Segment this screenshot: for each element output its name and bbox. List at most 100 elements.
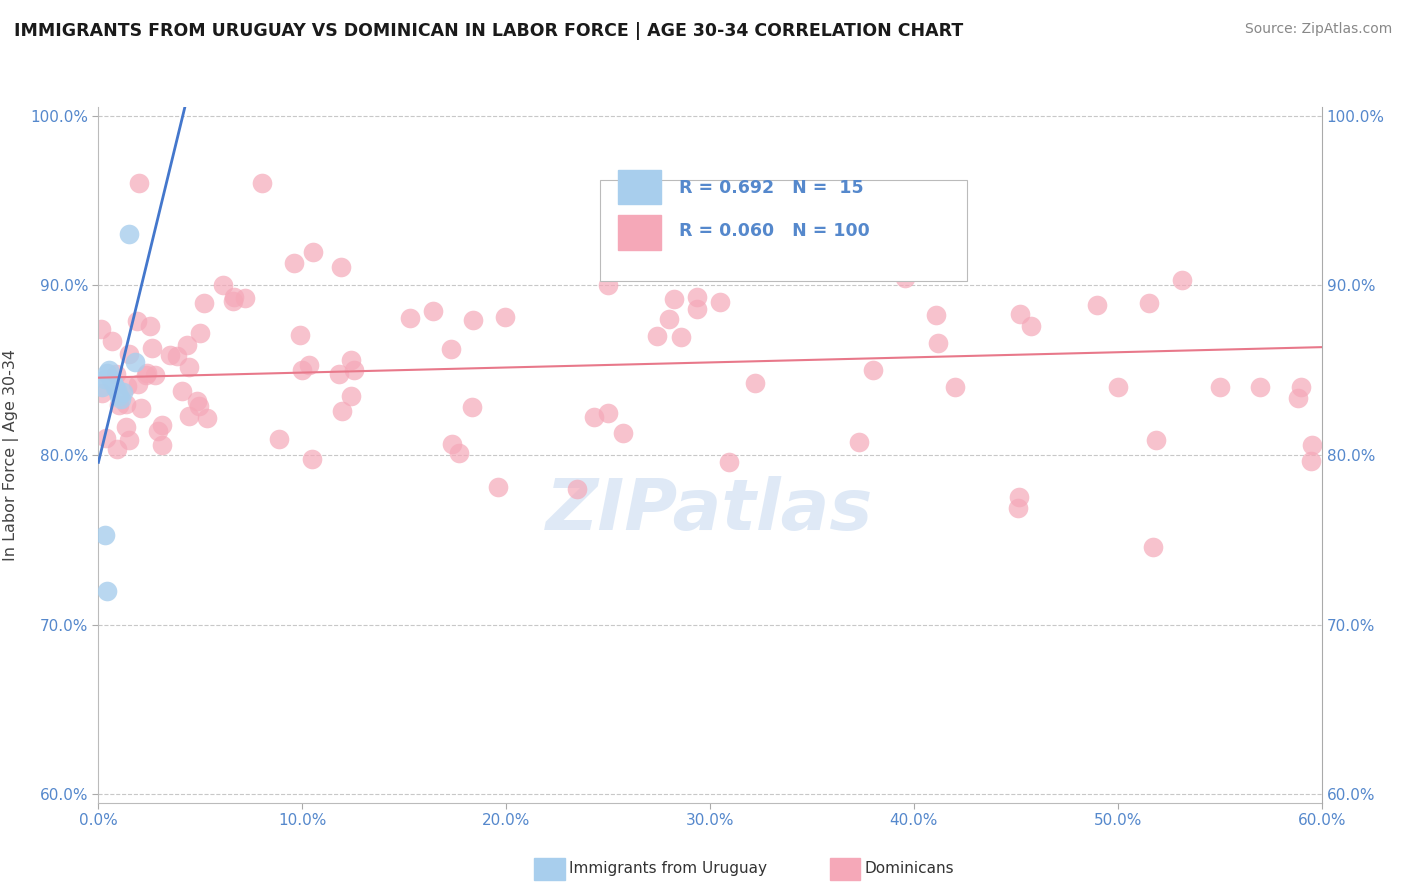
Point bbox=[97, 363, 120, 377]
Point bbox=[598, 278, 620, 293]
Point bbox=[138, 318, 160, 333]
Point bbox=[340, 352, 363, 367]
Point bbox=[718, 455, 741, 469]
Text: ZIPatlas: ZIPatlas bbox=[547, 476, 873, 545]
Point bbox=[100, 371, 122, 385]
Text: Dominicans: Dominicans bbox=[865, 862, 955, 876]
Point bbox=[461, 400, 484, 414]
Point bbox=[188, 326, 211, 341]
Point bbox=[848, 434, 870, 449]
Point bbox=[159, 347, 181, 361]
Point bbox=[94, 431, 117, 445]
Point bbox=[143, 368, 166, 383]
Point bbox=[1299, 453, 1322, 467]
Point bbox=[1291, 380, 1313, 394]
Point bbox=[135, 366, 157, 380]
Point bbox=[186, 393, 208, 408]
Point bbox=[1144, 433, 1167, 447]
Point bbox=[118, 227, 141, 242]
Text: Immigrants from Uruguay: Immigrants from Uruguay bbox=[569, 862, 768, 876]
Point bbox=[107, 398, 129, 412]
Point bbox=[90, 322, 112, 336]
Point bbox=[709, 295, 731, 310]
Text: IMMIGRANTS FROM URUGUAY VS DOMINICAN IN LABOR FORCE | AGE 30-34 CORRELATION CHAR: IMMIGRANTS FROM URUGUAY VS DOMINICAN IN … bbox=[14, 22, 963, 40]
Point bbox=[233, 291, 256, 305]
Point bbox=[150, 438, 173, 452]
Point bbox=[1010, 307, 1032, 321]
Point bbox=[862, 363, 884, 377]
Point bbox=[283, 256, 305, 270]
Point bbox=[108, 388, 131, 402]
Point bbox=[131, 401, 153, 415]
Point bbox=[101, 375, 124, 389]
Point bbox=[1019, 319, 1042, 334]
Point bbox=[298, 358, 321, 372]
Point bbox=[114, 397, 136, 411]
Point bbox=[1301, 438, 1323, 452]
Point bbox=[494, 310, 516, 324]
Point bbox=[104, 367, 127, 381]
Point bbox=[127, 377, 149, 392]
Point bbox=[150, 418, 173, 433]
Point bbox=[105, 442, 128, 456]
Point bbox=[671, 329, 693, 343]
Point bbox=[461, 313, 484, 327]
Point bbox=[177, 409, 200, 424]
Bar bbox=[619, 169, 661, 204]
Point bbox=[96, 367, 118, 381]
Point bbox=[894, 271, 917, 285]
Point bbox=[1286, 391, 1309, 405]
Text: R = 0.692   N =  15: R = 0.692 N = 15 bbox=[679, 179, 865, 197]
Point bbox=[93, 371, 115, 385]
Text: R = 0.060   N = 100: R = 0.060 N = 100 bbox=[679, 222, 870, 240]
Point bbox=[188, 400, 211, 414]
Point bbox=[330, 404, 353, 418]
Point bbox=[290, 328, 312, 343]
Point bbox=[343, 363, 366, 377]
Point bbox=[565, 482, 588, 496]
Point bbox=[111, 385, 134, 400]
Point bbox=[104, 380, 127, 394]
Point bbox=[582, 410, 605, 425]
Point bbox=[267, 432, 290, 446]
Point bbox=[1007, 501, 1029, 516]
Point bbox=[927, 336, 949, 351]
Point bbox=[302, 245, 325, 260]
Point bbox=[105, 384, 128, 398]
Point bbox=[1170, 273, 1192, 287]
Point bbox=[250, 177, 273, 191]
Point bbox=[1107, 380, 1129, 394]
Point bbox=[301, 452, 323, 467]
FancyBboxPatch shape bbox=[600, 180, 967, 281]
Point bbox=[96, 583, 118, 598]
Point bbox=[177, 359, 200, 374]
Point bbox=[195, 410, 218, 425]
Point bbox=[399, 310, 422, 325]
Point bbox=[193, 296, 215, 310]
Point bbox=[170, 384, 193, 398]
Point bbox=[101, 334, 124, 348]
Point bbox=[1209, 380, 1232, 394]
Point bbox=[115, 379, 138, 393]
Point bbox=[212, 277, 235, 292]
Point bbox=[1249, 380, 1271, 394]
Point bbox=[1137, 295, 1160, 310]
Point bbox=[339, 388, 361, 402]
Point bbox=[141, 341, 163, 355]
Point bbox=[118, 347, 141, 361]
Text: Source: ZipAtlas.com: Source: ZipAtlas.com bbox=[1244, 22, 1392, 37]
Point bbox=[166, 349, 188, 363]
Y-axis label: In Labor Force | Age 30-34: In Labor Force | Age 30-34 bbox=[3, 349, 18, 561]
Point bbox=[658, 312, 681, 326]
Point bbox=[114, 420, 136, 434]
Bar bbox=[619, 215, 661, 250]
Point bbox=[146, 424, 169, 438]
Point bbox=[328, 367, 350, 381]
Point bbox=[943, 380, 966, 394]
Point bbox=[110, 392, 132, 406]
Point bbox=[91, 380, 114, 394]
Point bbox=[596, 406, 619, 420]
Point bbox=[645, 328, 668, 343]
Point bbox=[128, 177, 150, 191]
Point bbox=[124, 354, 146, 368]
